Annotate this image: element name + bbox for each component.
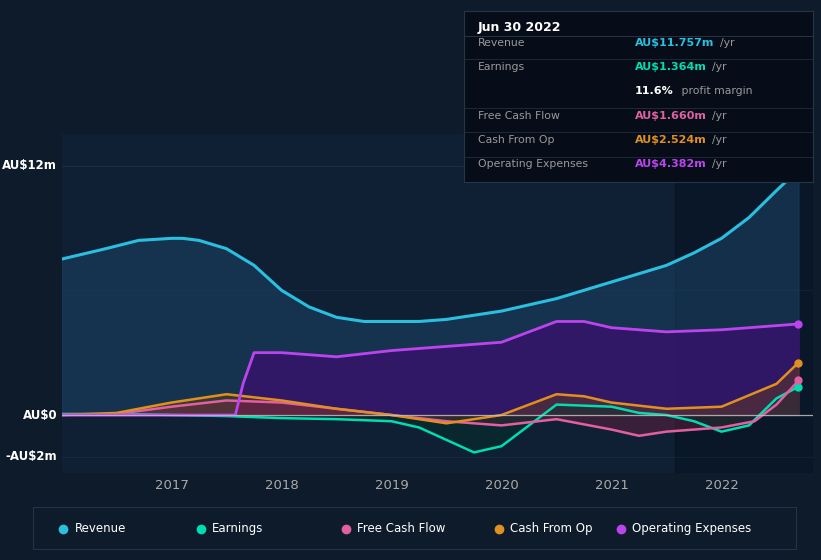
Text: /yr: /yr <box>712 62 727 72</box>
Text: AU$11.757m: AU$11.757m <box>635 38 714 48</box>
Text: profit margin: profit margin <box>678 86 753 96</box>
Text: AU$1.364m: AU$1.364m <box>635 62 707 72</box>
Text: Free Cash Flow: Free Cash Flow <box>478 111 560 121</box>
Text: Revenue: Revenue <box>75 522 126 535</box>
Text: /yr: /yr <box>720 38 735 48</box>
Bar <box>676 134 813 473</box>
Text: Free Cash Flow: Free Cash Flow <box>357 522 446 535</box>
Text: AU$0: AU$0 <box>22 408 57 422</box>
Text: /yr: /yr <box>712 135 727 145</box>
Text: AU$12m: AU$12m <box>2 159 57 172</box>
Text: Cash From Op: Cash From Op <box>478 135 554 145</box>
Text: Earnings: Earnings <box>213 522 264 535</box>
Text: -AU$2m: -AU$2m <box>6 450 57 463</box>
Text: 11.6%: 11.6% <box>635 86 673 96</box>
Text: Jun 30 2022: Jun 30 2022 <box>478 21 562 35</box>
Text: Earnings: Earnings <box>478 62 525 72</box>
Text: Cash From Op: Cash From Op <box>510 522 593 535</box>
Text: Revenue: Revenue <box>478 38 525 48</box>
Text: AU$4.382m: AU$4.382m <box>635 160 707 169</box>
Text: Operating Expenses: Operating Expenses <box>632 522 751 535</box>
Text: AU$1.660m: AU$1.660m <box>635 111 707 121</box>
Text: /yr: /yr <box>712 160 727 169</box>
Text: Operating Expenses: Operating Expenses <box>478 160 588 169</box>
Text: AU$2.524m: AU$2.524m <box>635 135 707 145</box>
Text: /yr: /yr <box>712 111 727 121</box>
